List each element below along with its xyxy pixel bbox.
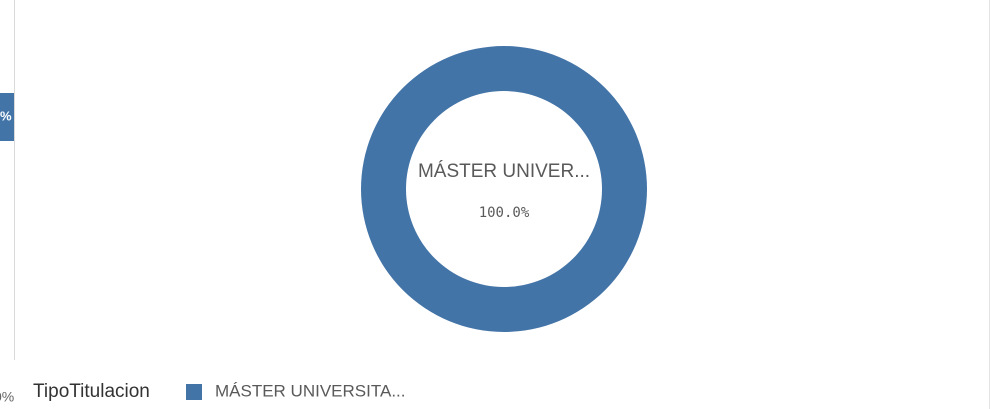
donut-slice	[361, 46, 647, 332]
donut-chart	[361, 46, 647, 332]
left-bar-fragment	[0, 93, 14, 141]
center-value: 100.0%	[479, 205, 530, 221]
center-label: MÁSTER UNIVER...	[418, 161, 590, 182]
left-bar-label: %	[0, 108, 12, 123]
legend-label: MÁSTER UNIVERSITA...	[215, 381, 406, 400]
legend-swatch	[186, 384, 202, 400]
legend-title: TipoTitulacion	[33, 381, 150, 402]
left-axis-label: 0%	[0, 389, 14, 405]
